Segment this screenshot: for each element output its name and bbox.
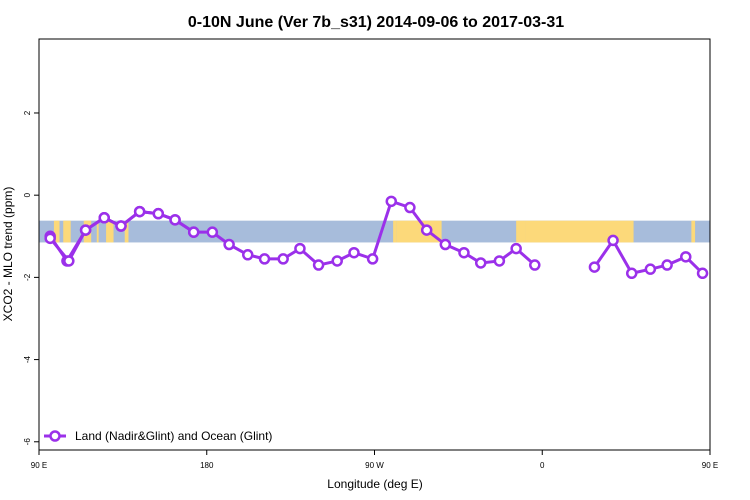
series-0-point-9 [206,226,219,238]
series-0-point-32 [661,259,673,271]
series-0-point-15 [312,259,325,271]
series-0-point-35 [44,232,56,245]
series-0-point-24 [474,257,487,269]
y-tick-label-0: 2 [23,110,32,115]
series-0-point-10 [223,238,235,251]
series-0-point-21 [420,224,433,236]
x-axis-label: Longitude (deg E) [327,477,422,491]
land-segment-6 [525,220,634,243]
land-segment-5 [516,220,526,243]
x-tick-label-4: 90 E [702,461,718,470]
series-0-point-19 [385,195,398,208]
series-0-point-43 [187,226,200,238]
series-0-point-31 [644,263,657,275]
x-tick-label-2: 90 W [365,461,384,470]
y-axis: 2 0 -2 -4 -6 [23,110,39,445]
y-axis-label: XCO2 - MLO trend (ppm) [1,187,15,322]
series-0-point-40 [133,205,146,218]
x-axis: 90 E 180 90 W 0 90 E [31,450,718,470]
legend-label: Land (Nadir&Glint) and Ocean (Glint) [75,429,272,443]
land-segment-4 [396,220,442,243]
series-0-point-37 [79,224,92,236]
series-0-point-41 [152,207,165,220]
land-segment-10 [106,220,114,243]
series-0-point-17 [348,246,360,259]
series-0-point-14 [294,242,306,255]
series-0-point-18 [366,253,379,265]
series-0-point-20 [404,201,416,214]
x-tick-label-1: 180 [200,461,214,470]
land-segment-0 [53,220,60,243]
y-tick-label-3: -4 [23,355,32,363]
land-segment-7 [691,220,696,243]
series-layer [44,195,709,280]
x-tick-label-0: 90 E [31,461,47,470]
series-0-point-30 [625,267,638,280]
series-0-point-42 [169,214,181,226]
series-0-point-23 [458,246,470,259]
land-segment-3 [393,220,397,243]
series-0-point-12 [258,253,271,265]
series-0-point-38 [98,212,110,224]
land-segment-11 [124,220,129,243]
series-0-point-34 [696,267,709,280]
series-0-point-11 [242,249,254,261]
series-0-point-25 [493,255,506,267]
series-0-point-13 [277,253,289,265]
series-0-point-28 [588,261,601,273]
legend-marker [49,430,61,442]
x-tick-label-3: 0 [540,461,545,470]
y-tick-label-1: 0 [23,192,32,197]
land-segment-1 [63,220,71,243]
legend: Land (Nadir&Glint) and Ocean (Glint) [44,429,272,443]
series-0-point-33 [680,251,692,263]
y-tick-label-2: -2 [23,273,32,281]
series-0-point-36 [63,255,75,267]
series-0-point-22 [439,238,452,251]
series-0-point-26 [510,242,522,255]
series-0-point-39 [115,220,127,232]
y-tick-label-4: -6 [23,438,32,446]
series-0-point-27 [529,259,541,271]
series-0-point-16 [331,255,343,267]
land-segment-9 [96,220,99,243]
background-band [39,220,710,243]
chart-title: 0-10N June (Ver 7b_s31) 2014-09-06 to 20… [188,14,564,31]
series-0-point-29 [607,234,619,247]
